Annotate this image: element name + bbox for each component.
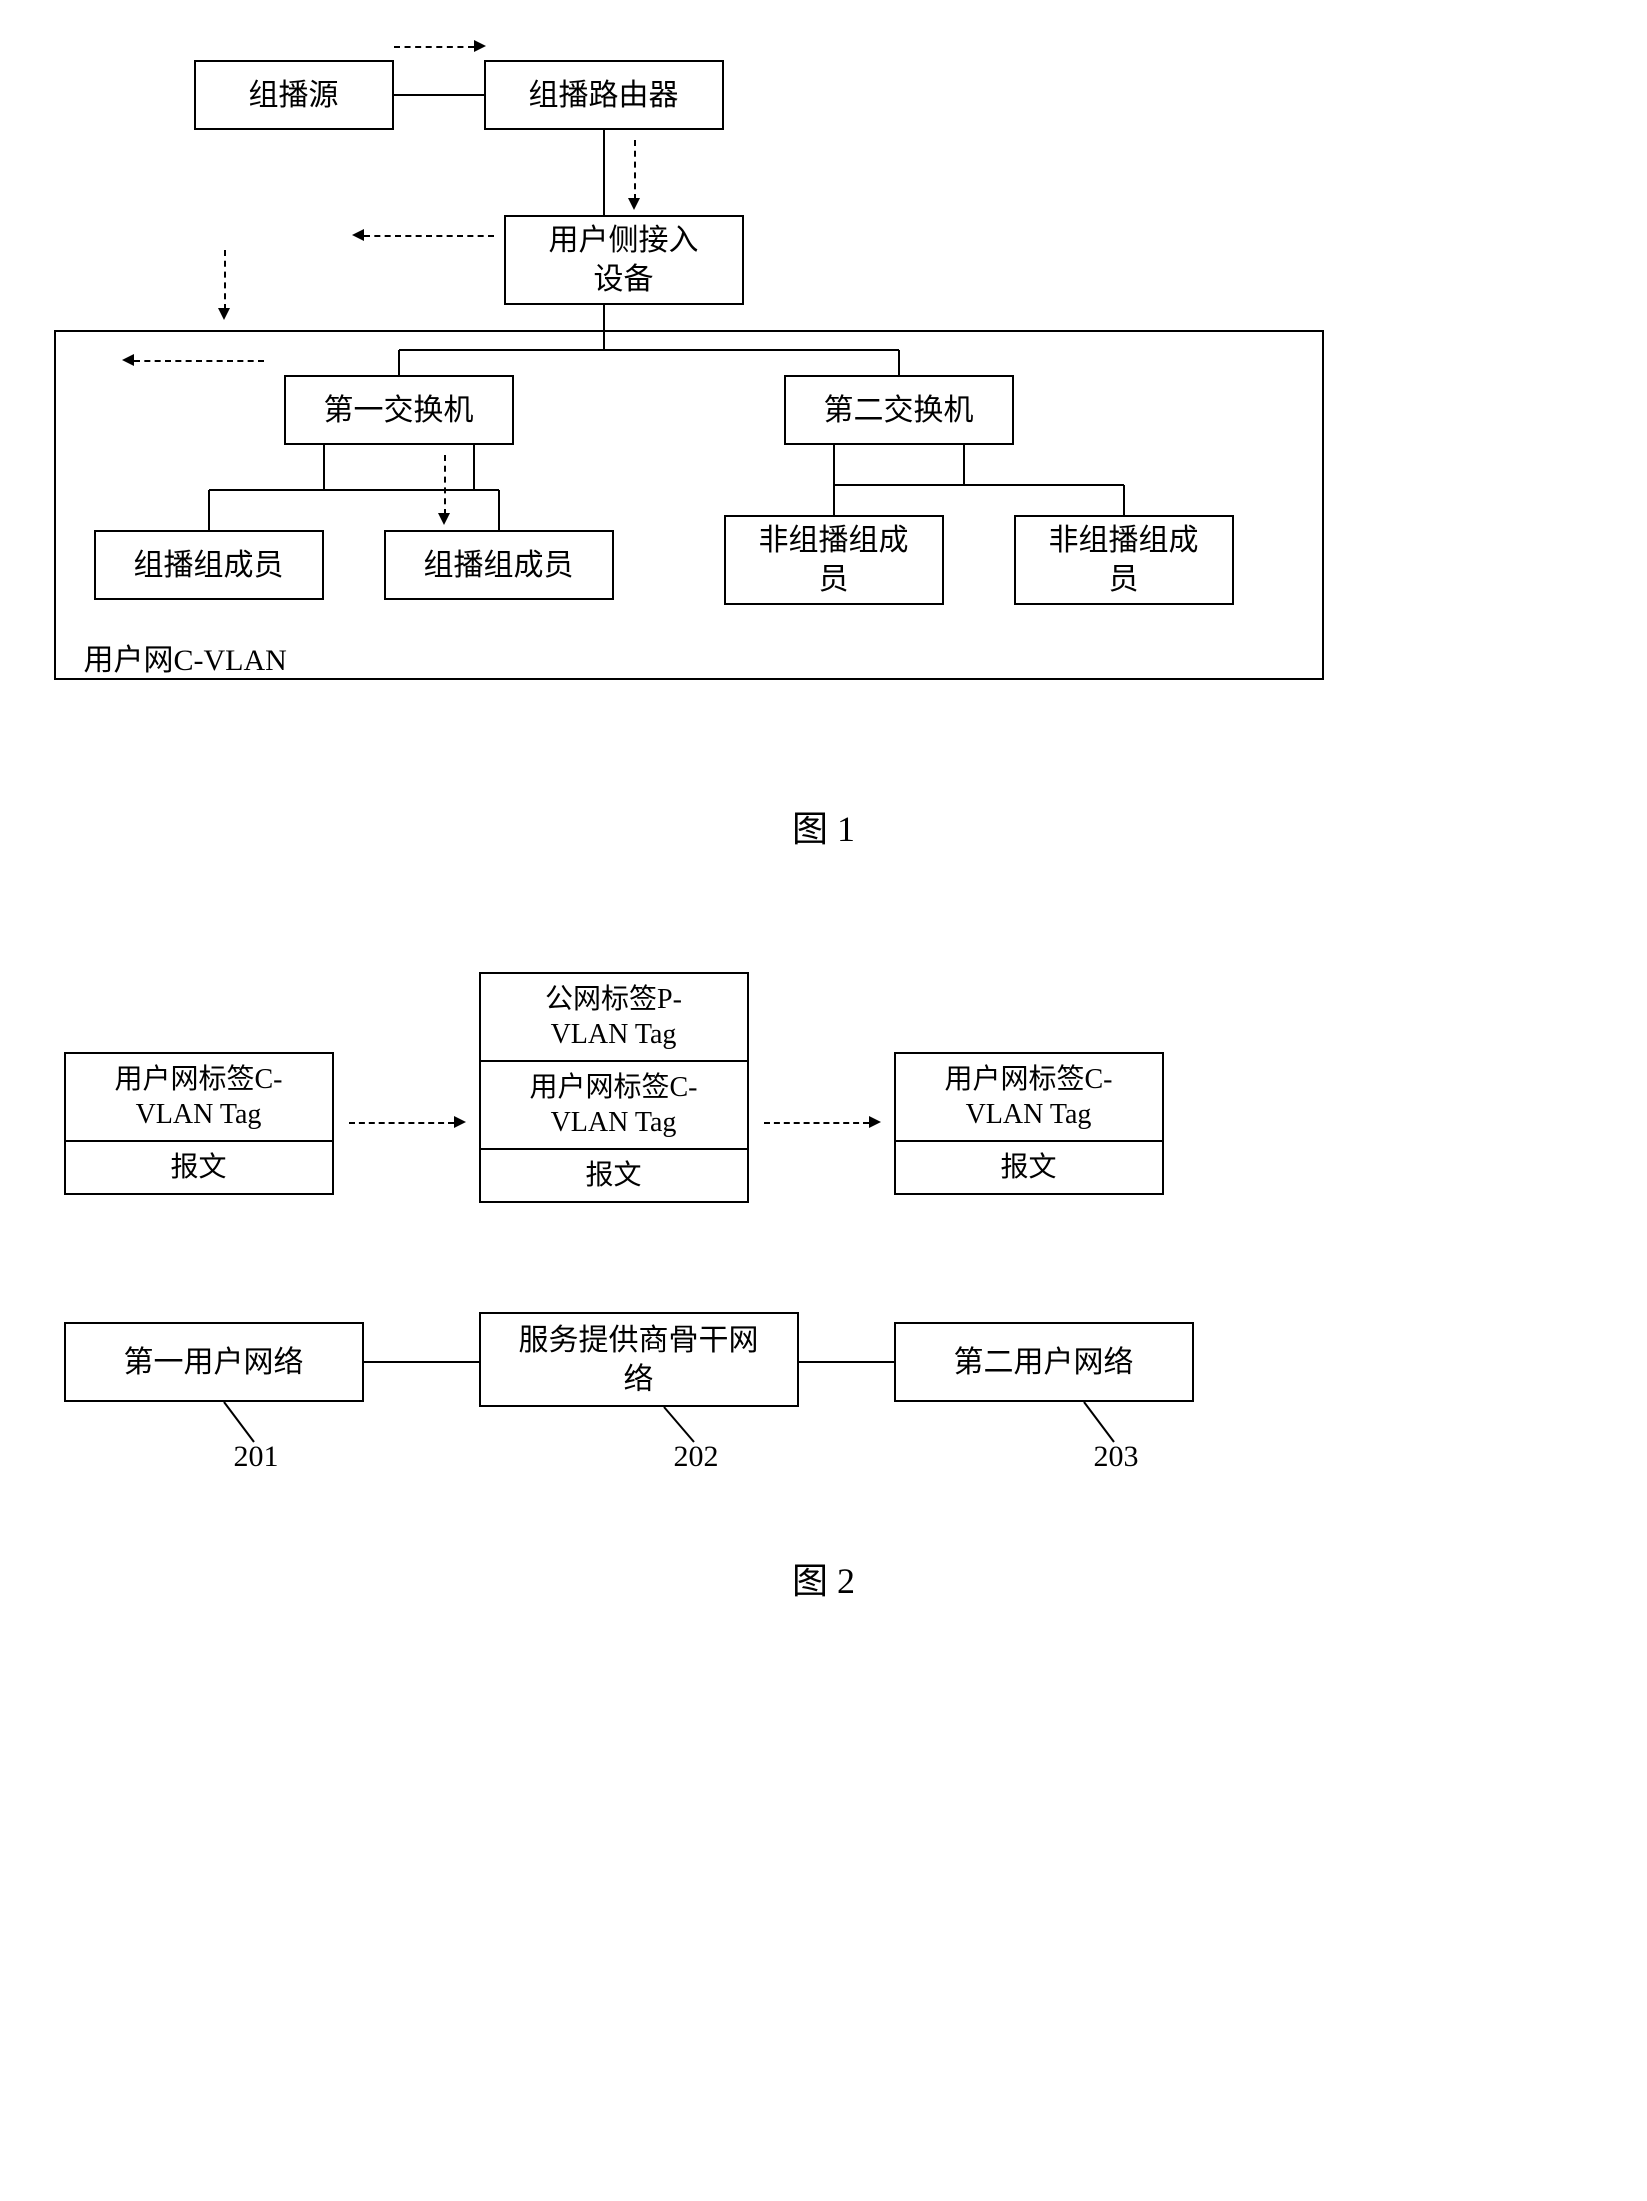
switch1-label: 第一交换机 (324, 391, 474, 430)
stack-mid: 公网标签P-VLAN Tag 用户网标签C-VLAN Tag 报文 (479, 972, 749, 1203)
stack-left-ctag: 用户网标签C-VLAN Tag (64, 1052, 334, 1142)
nonmember2-box: 非组播组成员 (1014, 515, 1234, 605)
fig2-lines (24, 972, 1624, 1492)
stack-right-ctag: 用户网标签C-VLAN Tag (894, 1052, 1164, 1142)
nonmember1-label: 非组播组成员 (759, 521, 909, 599)
flow-arrow-2 (634, 140, 636, 200)
switch2-label: 第二交换机 (824, 391, 974, 430)
figure-2: 用户网标签C-VLAN Tag 报文 公网标签P-VLAN Tag 用户网标签C… (24, 972, 1624, 1492)
flow-arrow-3 (364, 235, 494, 237)
multicast-router-box: 组播路由器 (484, 60, 724, 130)
multicast-source-label: 组播源 (249, 76, 339, 115)
ref-202: 202 (674, 1440, 719, 1474)
net1-label: 第一用户网络 (124, 1343, 304, 1382)
stack-mid-ctag: 用户网标签C-VLAN Tag (479, 1062, 749, 1150)
stack-arrow-1 (349, 1122, 454, 1124)
net2-label: 第二用户网络 (954, 1343, 1134, 1382)
user-access-device-box: 用户侧接入设备 (504, 215, 744, 305)
nonmember1-box: 非组播组成员 (724, 515, 944, 605)
stack-left: 用户网标签C-VLAN Tag 报文 (64, 1052, 334, 1195)
stack-mid-packet: 报文 (479, 1150, 749, 1203)
net2-box: 第二用户网络 (894, 1322, 1194, 1402)
cvlan-container (54, 330, 1324, 680)
stack-left-packet: 报文 (64, 1142, 334, 1195)
switch1-box: 第一交换机 (284, 375, 514, 445)
user-access-device-label: 用户侧接入设备 (549, 221, 699, 299)
member2-label: 组播组成员 (424, 546, 574, 585)
stack-arrow-2 (764, 1122, 869, 1124)
ref-201: 201 (234, 1440, 279, 1474)
flow-arrow-5 (134, 360, 264, 362)
cvlan-label: 用户网C-VLAN (84, 635, 287, 679)
multicast-source-box: 组播源 (194, 60, 394, 130)
flow-arrow-1 (394, 46, 474, 48)
nonmember2-label: 非组播组成员 (1049, 521, 1199, 599)
member1-box: 组播组成员 (94, 530, 324, 600)
stack-mid-ptag: 公网标签P-VLAN Tag (479, 972, 749, 1062)
multicast-router-label: 组播路由器 (529, 76, 679, 115)
figure-1: 组播源 组播路由器 用户侧接入设备 第一交换机 第二交换机 组播组成员 组播组成… (24, 40, 1624, 740)
stack-right-packet: 报文 (894, 1142, 1164, 1195)
flow-arrow-6 (444, 455, 446, 515)
flow-arrow-4 (224, 250, 226, 310)
member1-label: 组播组成员 (134, 546, 284, 585)
net-backbone-box: 服务提供商骨干网络 (479, 1312, 799, 1407)
fig1-caption: 图 1 (24, 800, 1624, 852)
fig2-caption: 图 2 (24, 1552, 1624, 1604)
ref-203: 203 (1094, 1440, 1139, 1474)
member2-box: 组播组成员 (384, 530, 614, 600)
switch2-box: 第二交换机 (784, 375, 1014, 445)
net-backbone-label: 服务提供商骨干网络 (519, 1321, 759, 1399)
net1-box: 第一用户网络 (64, 1322, 364, 1402)
stack-right: 用户网标签C-VLAN Tag 报文 (894, 1052, 1164, 1195)
